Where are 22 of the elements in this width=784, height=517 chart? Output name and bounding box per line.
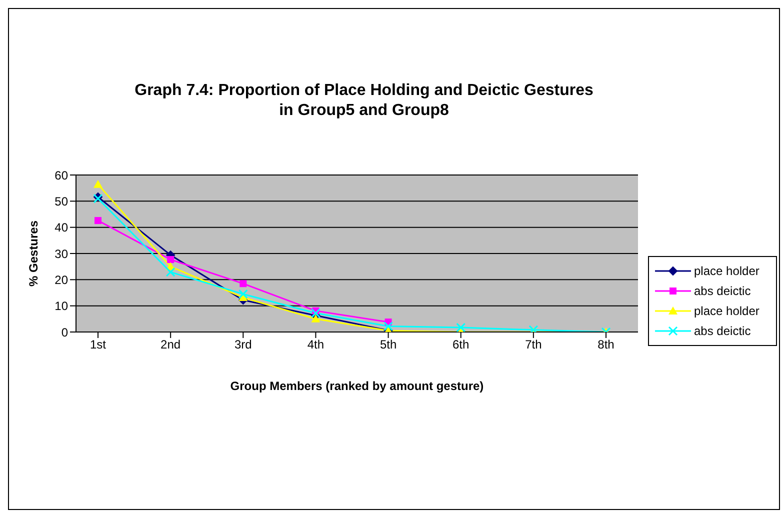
x-tick-label: 2nd <box>160 338 181 352</box>
y-tick-label: 30 <box>54 246 68 261</box>
y-tick-label: 60 <box>54 168 68 182</box>
legend-label: abs deictic <box>694 284 751 298</box>
x-tick-label: 1st <box>90 338 107 352</box>
y-tick-label: 0 <box>61 325 68 340</box>
x-tick-label: 7th <box>525 338 542 352</box>
legend-label: abs deictic <box>694 324 751 338</box>
y-tick-label: 10 <box>54 299 68 314</box>
x-tick-label: 3rd <box>234 338 252 352</box>
chart-title: Graph 7.4: Proportion of Place Holding and Deictic Gestures in Group5 and Group8 <box>134 81 594 121</box>
x-tick-label: 6th <box>452 338 470 352</box>
x-tick-label: 4th <box>307 338 324 352</box>
y-tick-label: 40 <box>54 220 68 235</box>
x-axis-title: Group Members (ranked by amount gesture) <box>230 379 484 393</box>
y-tick-label: 20 <box>54 272 68 287</box>
x-tick-label: 5th <box>380 338 397 352</box>
legend-label: place holder <box>694 304 760 318</box>
x-tick-label: 8th <box>598 338 614 352</box>
legend-label: place holder <box>694 264 760 278</box>
y-tick-label: 50 <box>54 194 68 208</box>
y-axis-title: % Gestures <box>26 220 40 287</box>
